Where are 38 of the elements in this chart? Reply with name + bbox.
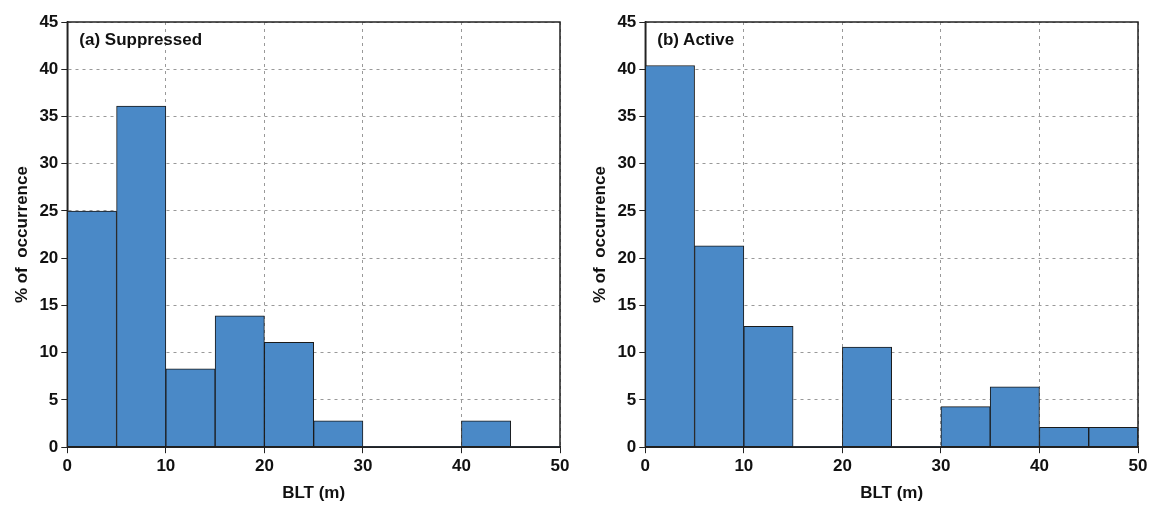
- x-axis-title: BLT (m): [282, 483, 346, 503]
- y-tick-label: 20: [39, 247, 59, 267]
- y-tick-label: 40: [39, 58, 59, 78]
- x-tick-label: 20: [254, 456, 274, 476]
- y-tick-label: 20: [617, 247, 637, 267]
- x-tick-label: 10: [156, 456, 176, 476]
- x-tick-label: 0: [62, 456, 73, 476]
- y-tick-label: 25: [617, 200, 637, 220]
- y-tick-label: 35: [39, 106, 59, 126]
- x-tick-label: 10: [734, 456, 754, 476]
- y-axis-title: % of occurrence: [589, 166, 609, 304]
- x-tick-label: 40: [452, 456, 471, 476]
- x-tick-label: 0: [640, 456, 651, 476]
- y-tick-label: 40: [617, 58, 637, 78]
- y-tick-label: 35: [617, 106, 637, 126]
- y-tick-label: 15: [617, 295, 637, 315]
- y-tick-label: 5: [626, 389, 637, 409]
- y-tick-label: 45: [39, 11, 59, 31]
- y-tick-label: 0: [626, 436, 637, 456]
- x-axis-title: BLT (m): [860, 483, 924, 503]
- y-axis-title: % of occurrence: [11, 166, 31, 304]
- x-tick-label: 40: [1030, 456, 1049, 476]
- x-tick-label: 50: [550, 456, 570, 476]
- y-tick-label: 25: [39, 200, 59, 220]
- y-tick-label: 5: [48, 389, 59, 409]
- text: (b) Active: [657, 30, 735, 50]
- text: (a) Suppressed: [79, 30, 203, 50]
- x-tick-label: 50: [1128, 456, 1148, 476]
- y-tick-label: 30: [617, 153, 637, 173]
- x-tick-label: 30: [931, 456, 951, 476]
- y-tick-label: 10: [39, 342, 59, 362]
- y-tick-label: 0: [48, 436, 59, 456]
- y-tick-label: 30: [39, 153, 59, 173]
- y-tick-label: 45: [617, 11, 637, 31]
- y-tick-label: 10: [617, 342, 637, 362]
- y-tick-label: 15: [39, 295, 59, 315]
- x-tick-label: 20: [832, 456, 852, 476]
- x-tick-label: 30: [353, 456, 373, 476]
